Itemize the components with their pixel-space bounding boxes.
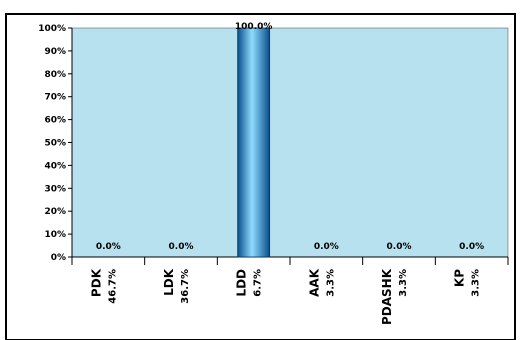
data-label: 0.0%: [96, 242, 121, 252]
category-share-label: 3.3%: [471, 269, 482, 297]
category-label: PDASHK: [380, 268, 394, 325]
bars: [237, 27, 271, 258]
data-label: 100.0%: [235, 22, 273, 32]
y-tick-label: 50%: [44, 139, 66, 149]
category-share-label: 6.7%: [253, 269, 264, 297]
y-tick-label: 30%: [44, 184, 66, 194]
bar: [237, 27, 271, 258]
data-label: 0.0%: [169, 242, 194, 252]
y-tick-label: 10%: [44, 230, 66, 240]
y-tick-label: 40%: [44, 161, 66, 171]
y-tick-label: 70%: [44, 93, 66, 103]
category-label: PDK: [89, 268, 103, 297]
y-tick-label: 60%: [44, 116, 66, 126]
category-labels: PDK 46.7% LDK 36.7% LDD 6.7% AAK 3.3% PDASHK 3.3%…: [89, 268, 481, 325]
category-label: AAK: [307, 268, 321, 297]
category-share-label: 3.3%: [325, 269, 336, 297]
y-tick-label: 20%: [44, 207, 66, 217]
plot-area: [71, 27, 509, 258]
y-tick-label: 80%: [44, 70, 66, 80]
category-share-label: 36.7%: [180, 269, 191, 304]
data-labels: 0.0% 0.0% 100.0% 0.0% 0.0% 0.0%: [96, 22, 484, 252]
x-axis: [71, 256, 509, 265]
y-axis: 0% 10% 20% 30% 40% 50% 60% 70% 80% 90% 100%: [38, 24, 73, 263]
chart-border: [5, 13, 516, 340]
category-label: KP: [453, 269, 467, 287]
category-share-label: 3.3%: [398, 269, 409, 297]
data-label: 0.0%: [314, 242, 339, 252]
category-label: LDD: [235, 269, 249, 297]
y-tick-label: 100%: [38, 24, 66, 34]
category-label: LDK: [162, 268, 176, 296]
category-share-label: 46.7%: [107, 269, 118, 304]
data-label: 0.0%: [387, 242, 412, 252]
y-tick-label: 0%: [51, 253, 66, 263]
y-tick-label: 90%: [44, 47, 66, 57]
data-label: 0.0%: [459, 242, 484, 252]
